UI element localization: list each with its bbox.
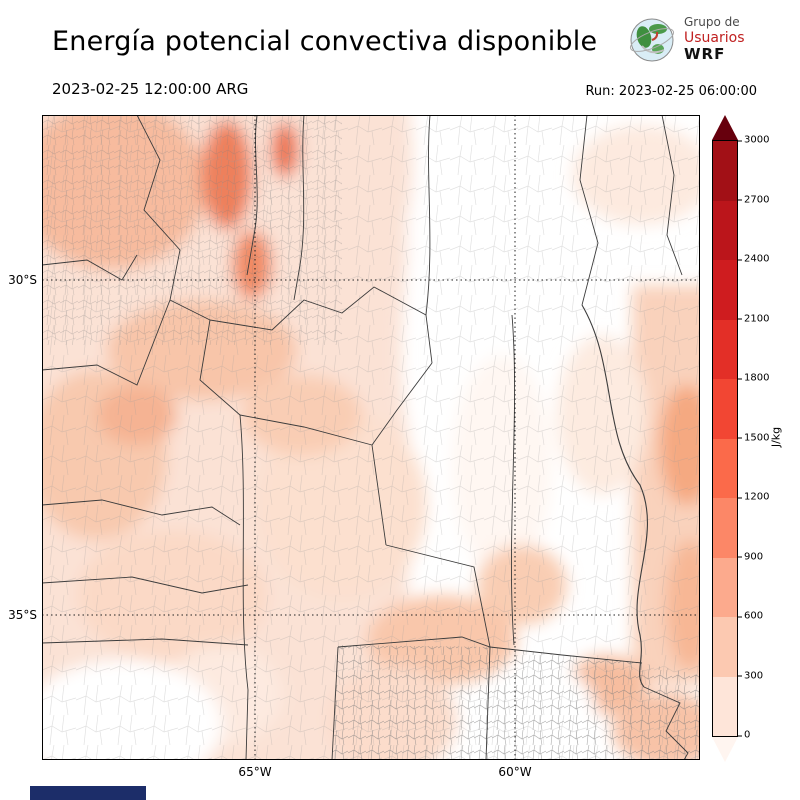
colorbar-segment xyxy=(713,200,737,260)
colorbar-unit-label: J/kg xyxy=(769,426,783,448)
colorbar-tick-label: 1800 xyxy=(737,372,770,384)
valid-time-label: 2023-02-25 12:00:00 ARG xyxy=(52,80,249,98)
colorbar-extend-bottom xyxy=(712,737,738,762)
colorbar-segment xyxy=(713,319,737,379)
lon-tick-60w: 60°W xyxy=(498,765,532,779)
latlon-gridlines xyxy=(42,115,700,760)
lat-tick-30s: 30°S xyxy=(8,273,37,287)
colorbar-segment xyxy=(713,498,737,558)
colorbar-tick-label: 3000 xyxy=(737,134,770,146)
wrf-logo: Grupo de Usuarios WRF xyxy=(628,12,788,68)
colorbar-tick-label: 2400 xyxy=(737,253,770,265)
watermark-bar xyxy=(30,786,146,800)
logo-line-usuarios: Usuarios xyxy=(684,30,745,47)
colorbar-tick-label: 300 xyxy=(737,670,764,681)
colorbar-segment xyxy=(713,141,737,201)
colorbar-segment xyxy=(713,260,737,320)
colorbar-tick-label: 2100 xyxy=(737,313,770,324)
colorbar-bar xyxy=(712,140,738,737)
province-borders xyxy=(41,114,689,761)
colorbar-tick-label: 2700 xyxy=(737,194,770,205)
colorbar-ticks: 3000 2700 2400 2100 1800 1500 1200 900 6… xyxy=(737,115,790,762)
colorbar xyxy=(712,115,738,762)
lon-tick-65w: 65°W xyxy=(238,765,272,779)
colorbar-segment xyxy=(713,438,737,498)
colorbar-segment xyxy=(713,676,737,736)
colorbar-tick-label: 600 xyxy=(737,610,764,622)
colorbar-extend-top xyxy=(712,115,738,140)
map-frame xyxy=(42,115,700,760)
run-time-label: Run: 2023-02-25 06:00:00 xyxy=(585,84,757,99)
lat-tick-35s: 35°S xyxy=(8,608,37,622)
colorbar-tick-label: 900 xyxy=(737,551,764,562)
page-title: Energía potencial convectiva disponible xyxy=(52,26,598,57)
wrf-globe-icon xyxy=(629,18,675,62)
colorbar-segment xyxy=(713,617,737,677)
logo-line-wrf: WRF xyxy=(684,45,726,64)
colorbar-tick-label: 1500 xyxy=(737,432,770,443)
colorbar-tick-label: 1200 xyxy=(737,491,770,503)
colorbar-segment xyxy=(713,379,737,439)
colorbar-tick-label: 0 xyxy=(737,729,751,741)
cape-map-canvas xyxy=(17,95,722,790)
department-borders-mesh xyxy=(42,115,700,760)
cape-map xyxy=(17,95,722,790)
logo-line-grupo: Grupo de xyxy=(684,15,740,30)
colorbar-segment xyxy=(713,557,737,617)
